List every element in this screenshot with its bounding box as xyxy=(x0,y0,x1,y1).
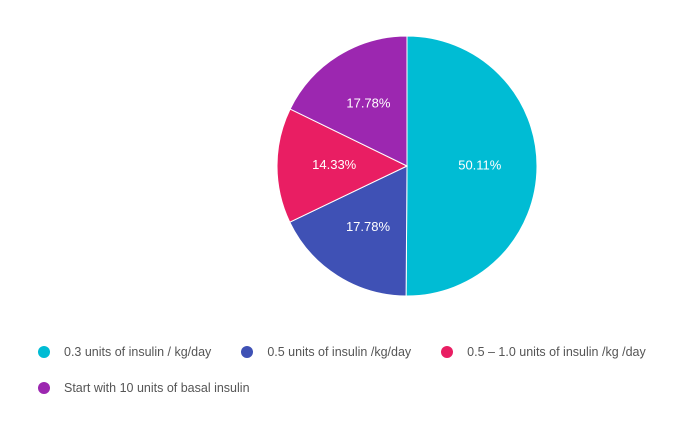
legend-item-4[interactable]: Start with 10 units of basal insulin xyxy=(38,379,250,397)
slice-data-label-4: 17.78% xyxy=(346,96,391,111)
slice-data-label-2: 17.78% xyxy=(346,219,391,234)
slice-data-label-1: 50.11% xyxy=(458,158,502,173)
slice-data-label-3: 14.33% xyxy=(312,157,357,172)
legend-swatch-icon xyxy=(441,346,454,358)
legend-label: 0.3 units of insulin / kg/day xyxy=(64,345,212,359)
legend-swatch-icon xyxy=(38,382,50,394)
pie-slice-1[interactable] xyxy=(405,35,538,297)
legend-swatch-icon xyxy=(241,346,254,358)
legend-item-3[interactable]: 0.5 – 1.0 units of insulin /kg /day xyxy=(441,343,646,361)
pie-slice-3[interactable] xyxy=(276,108,409,223)
legend-label: 0.5 – 1.0 units of insulin /kg /day xyxy=(467,345,646,359)
pie-slice-4[interactable] xyxy=(289,35,408,167)
chart-legend: 0.3 units of insulin / kg/day 0.5 units o… xyxy=(38,343,678,397)
legend-item-2[interactable]: 0.5 units of insulin /kg/day xyxy=(241,343,411,361)
pie-slice-2[interactable] xyxy=(289,165,408,297)
legend-label: 0.5 units of insulin /kg/day xyxy=(267,345,412,359)
pie-chart-svg: 50.11% 17.78% 14.33% 17.78% xyxy=(276,35,538,297)
legend-swatch-icon xyxy=(38,346,50,358)
legend-label: Start with 10 units of basal insulin xyxy=(64,381,250,395)
legend-item-1[interactable]: 0.3 units of insulin / kg/day xyxy=(38,343,211,361)
